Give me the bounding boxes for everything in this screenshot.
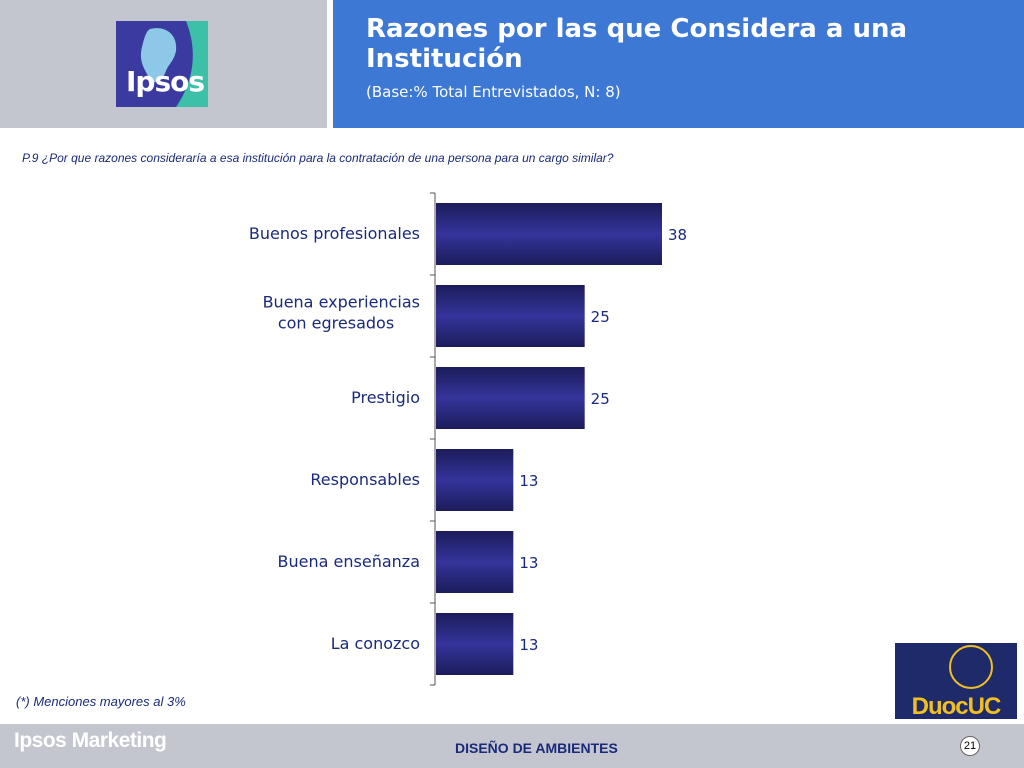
- footer-section-title: DISEÑO DE AMBIENTES: [455, 740, 618, 756]
- bar-value-label: 13: [519, 636, 538, 654]
- duoc-seal-icon: [949, 645, 993, 689]
- bar-chart: 38 Buenos profesionales 25 Buena experienci…: [249, 192, 687, 686]
- bar-1: [436, 285, 585, 347]
- category-label: La conozco: [331, 634, 420, 653]
- category-label: Buena enseñanza: [278, 552, 420, 571]
- ipsos-logo: Ipsos: [116, 21, 208, 107]
- bar-value-label: 25: [591, 308, 610, 326]
- header-right-panel: [333, 0, 1024, 128]
- duoc-logo-text: DuocUC: [911, 693, 1002, 720]
- ipsos-logo-text: Ipsos: [126, 65, 205, 98]
- footnote: (*) Menciones mayores al 3%: [16, 694, 186, 709]
- page-title: Razones por las que Considera a una Inst…: [366, 14, 908, 74]
- bar-value-label: 25: [591, 390, 610, 408]
- bar-value-label: 13: [519, 554, 538, 572]
- bar-value-label: 13: [519, 472, 538, 490]
- bar-3: [436, 449, 514, 511]
- category-label: Buena experiencias: [263, 293, 420, 312]
- bar-4: [436, 531, 514, 593]
- bar-2: [436, 367, 585, 429]
- page-subtitle: (Base:% Total Entrevistados, N: 8): [366, 83, 621, 101]
- footer-brand: Ipsos Marketing: [14, 729, 167, 752]
- category-label: Responsables: [310, 470, 420, 489]
- page-number: 21: [960, 736, 980, 756]
- category-label: Prestigio: [351, 388, 420, 407]
- duoc-logo: DuocUC: [895, 643, 1017, 720]
- category-label: con egresados: [278, 314, 394, 333]
- bar-5: [436, 613, 514, 675]
- bar-0: [436, 203, 662, 265]
- bar-value-label: 38: [668, 226, 687, 244]
- footer-bar: Ipsos Marketing DISEÑO DE AMBIENTES 21: [0, 724, 1024, 768]
- survey-question: P.9 ¿Por que razones consideraría a esa …: [22, 151, 614, 165]
- category-label: Buenos profesionales: [249, 224, 420, 243]
- header-divider: [327, 0, 333, 128]
